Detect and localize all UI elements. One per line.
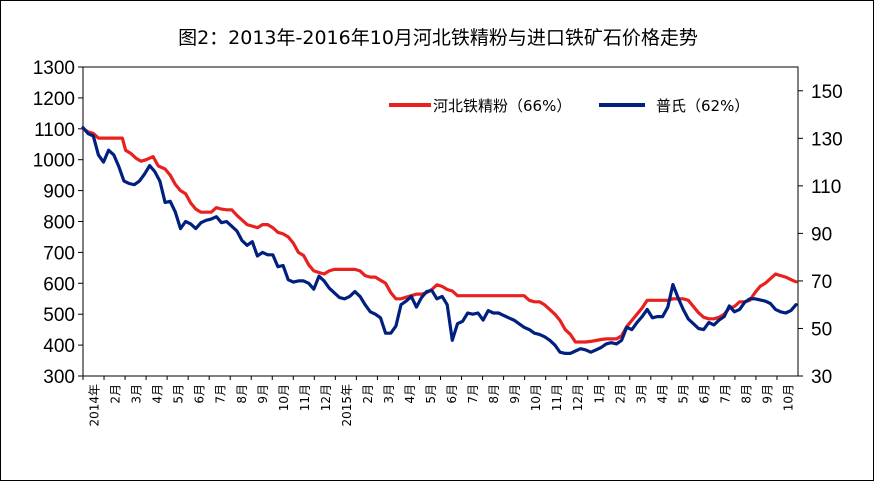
x-tick-label: 7月 [214,384,228,404]
x-tick-label: 4月 [151,384,165,404]
x-tick-label: 9月 [256,384,270,404]
y-right-tick-label: 30 [811,367,832,388]
x-tick-label: 11月 [550,384,564,411]
series-line-platts [81,126,798,355]
y-left-tick-label: 700 [43,243,75,264]
x-tick-label: 12月 [319,384,333,411]
y-right-tick-label: 150 [811,82,843,103]
x-tick-label: 8月 [235,384,249,404]
x-tick-label: 1月 [592,384,606,404]
y-left-tick-label: 600 [43,274,75,295]
x-tick-label: 3月 [130,384,144,404]
x-tick-label: 6月 [193,384,207,404]
x-tick-label: 8月 [487,384,501,404]
x-tick-label: 3月 [634,384,648,404]
x-tick-label: 2015年 [340,384,354,427]
legend-label: 河北铁精粉（66%） [433,97,571,115]
y-left-tick-label: 1100 [34,120,75,141]
y-left-tick-label: 800 [43,213,75,234]
x-tick-label: 10月 [782,384,796,411]
x-tick-label: 7月 [718,384,732,404]
x-tick-label: 3月 [382,384,396,404]
y-left-tick-label: 900 [43,182,75,203]
y-left-tick-label: 1300 [33,58,75,79]
y-left-tick-label: 500 [43,305,75,326]
y-left-tick-label: 1000 [33,151,75,172]
chart-title: 图2：2013年-2016年10月河北铁精粉与进口铁矿石价格走势 [178,27,698,49]
x-tick-label: 2014年 [88,384,102,427]
x-tick-label: 6月 [445,384,459,404]
y-right-tick-label: 50 [811,319,832,340]
y-right-tick-label: 130 [811,129,843,150]
y-right-tick-label: 110 [811,177,841,198]
legend-label: 普氏（62%） [656,97,749,115]
y-left-tick-label: 300 [43,367,75,388]
x-tick-label: 9月 [761,384,775,404]
series-line-hebei [81,127,798,344]
x-tick-label: 10月 [277,384,291,411]
x-tick-label: 6月 [697,384,711,404]
y-left-tick-label: 1200 [33,89,75,110]
x-tick-label: 4月 [403,384,417,404]
x-tick-label: 2月 [109,384,123,404]
x-tick-label: 7月 [466,384,480,404]
x-tick-label: 8月 [739,384,753,404]
x-tick-label: 5月 [172,384,186,404]
x-tick-label: 12月 [571,384,585,411]
x-tick-label: 2月 [361,384,375,404]
y-left-tick-label: 400 [43,336,75,357]
x-tick-label: 9月 [508,384,522,404]
y-right-tick-label: 90 [811,224,832,245]
x-tick-label: 10月 [529,384,543,411]
x-tick-label: 5月 [424,384,438,404]
y-right-tick-label: 70 [811,272,832,293]
x-tick-label: 4月 [655,384,669,404]
x-tick-label: 2月 [613,384,627,404]
x-tick-label: 11月 [298,384,312,411]
x-tick-label: 5月 [676,384,690,404]
